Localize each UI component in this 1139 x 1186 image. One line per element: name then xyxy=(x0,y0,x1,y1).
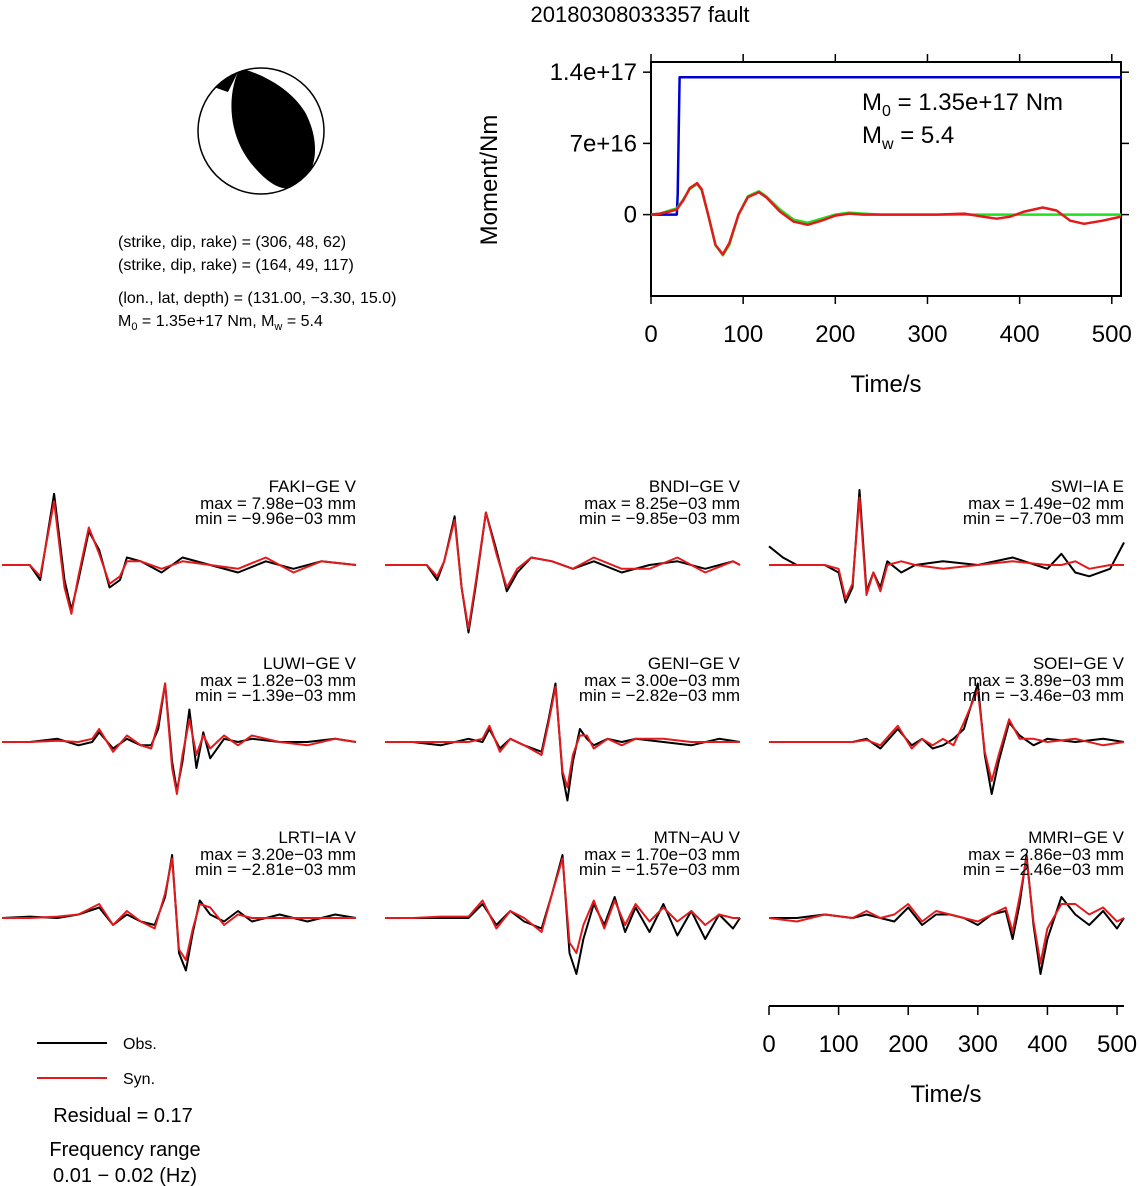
min-amplitude: min = −3.46e−03 mm xyxy=(963,686,1124,705)
synthetic-trace xyxy=(768,857,1125,965)
moment-function-chart: 0 7e+16 1.4e+17 0 100 200 300 400 500 Moment/Nm… xyxy=(476,54,1132,398)
frequency-range-value: 0.01 − 0.02 (Hz) xyxy=(53,1165,197,1186)
beachball xyxy=(197,67,325,195)
station-label: BNDI−GE V xyxy=(649,477,741,496)
moment-annotation-mw: Mw = 5.4 xyxy=(862,122,954,153)
moment-y-axis: 0 7e+16 1.4e+17 xyxy=(550,59,1129,229)
beachball-compressional-quadrant xyxy=(231,68,316,189)
waveform-x-tick-label: 200 xyxy=(888,1031,928,1058)
y-tick-label: 0 xyxy=(624,202,637,229)
max-amplitude: max = 1.49e−02 mm xyxy=(968,494,1124,513)
waveform-time-axis: Time/s 0 100 200 300 400 500 xyxy=(762,1005,1137,1108)
waveform-x-label: Time/s xyxy=(910,1081,981,1108)
min-amplitude: min = −1.57e−03 mm xyxy=(579,860,740,879)
focal-info: (strike, dip, rake) = (306, 48, 62) (str… xyxy=(118,234,396,333)
synthetic-trace xyxy=(2,857,356,961)
moment-plot-frame xyxy=(650,61,1122,297)
min-amplitude: min = −1.39e−03 mm xyxy=(195,686,356,705)
synthetic-trace xyxy=(385,685,740,789)
x-tick-label: 100 xyxy=(723,321,763,348)
moment-x-label: Time/s xyxy=(850,371,921,398)
plane-1-text: (strike, dip, rake) = (306, 48, 62) xyxy=(118,234,346,251)
min-amplitude: min = −9.96e−03 mm xyxy=(195,509,356,528)
max-amplitude: max = 3.20e−03 mm xyxy=(200,845,356,864)
moment-series-line-2 xyxy=(650,181,1122,256)
max-amplitude: max = 1.82e−03 mm xyxy=(200,671,356,690)
frequency-range-title: Frequency range xyxy=(49,1139,200,1161)
moment-annotation-m0: M0 = 1.35e+17 Nm xyxy=(862,89,1063,120)
max-amplitude: max = 1.70e−03 mm xyxy=(584,845,740,864)
synthetic-trace xyxy=(769,689,1125,782)
station-label: SOEI−GE V xyxy=(1033,654,1125,673)
figure-title: 20180308033357 fault xyxy=(531,2,750,27)
moment-text: M0 = 1.35e+17 Nm, Mw = 5.4 xyxy=(118,313,323,333)
y-tick-label: 1.4e+17 xyxy=(550,59,637,86)
observed-trace xyxy=(768,489,1125,604)
max-amplitude: max = 8.25e−03 mm xyxy=(584,494,740,513)
synthetic-trace xyxy=(385,511,741,630)
x-tick-label: 300 xyxy=(907,321,947,348)
waveform-x-tick-label: 0 xyxy=(762,1031,775,1058)
station-label: GENI−GE V xyxy=(648,654,741,673)
waveform-x-tick-label: 300 xyxy=(958,1031,998,1058)
station-label: LUWI−GE V xyxy=(263,654,357,673)
location-text: (lon., lat, depth) = (131.00, −3.30, 15.… xyxy=(118,290,396,307)
observed-trace xyxy=(1,854,357,972)
legend-syn-label: Syn. xyxy=(123,1071,155,1088)
station-label: MTN−AU V xyxy=(654,828,741,847)
waveform-x-tick-label: 400 xyxy=(1027,1031,1067,1058)
min-amplitude: min = −9.85e−03 mm xyxy=(579,509,740,528)
plane-2-text: (strike, dip, rake) = (164, 49, 117) xyxy=(118,257,354,274)
waveform-x-tick-label: 500 xyxy=(1097,1031,1137,1058)
residual-text: Residual = 0.17 xyxy=(53,1105,193,1127)
synthetic-trace xyxy=(2,682,357,795)
min-amplitude: min = −2.46e−03 mm xyxy=(963,860,1124,879)
synthetic-trace xyxy=(2,500,357,615)
legend-obs-label: Obs. xyxy=(123,1036,157,1053)
moment-x-axis: 0 100 200 300 400 500 xyxy=(644,54,1132,348)
x-tick-label: 0 xyxy=(644,321,657,348)
synthetic-trace xyxy=(385,857,740,954)
moment-series-line-1 xyxy=(650,182,1121,257)
max-amplitude: max = 3.00e−03 mm xyxy=(584,671,740,690)
min-amplitude: min = −2.81e−03 mm xyxy=(195,860,356,879)
station-label: SWI−IA E xyxy=(1051,477,1124,496)
min-amplitude: min = −7.70e−03 mm xyxy=(963,509,1124,528)
station-label: MMRI−GE V xyxy=(1028,828,1125,847)
legend: Obs. Syn. Residual = 0.17 Frequency rang… xyxy=(37,1036,201,1186)
x-tick-label: 500 xyxy=(1092,321,1132,348)
max-amplitude: max = 7.98e−03 mm xyxy=(200,494,356,513)
synthetic-trace xyxy=(769,496,1124,600)
moment-series xyxy=(650,76,1122,257)
station-label: FAKI−GE V xyxy=(269,477,357,496)
beachball-outline xyxy=(197,67,325,195)
x-tick-label: 200 xyxy=(815,321,855,348)
max-amplitude: max = 3.89e−03 mm xyxy=(968,671,1124,690)
moment-y-label: Moment/Nm xyxy=(476,115,503,246)
max-amplitude: max = 2.86e−03 mm xyxy=(968,845,1124,864)
x-tick-label: 400 xyxy=(1000,321,1040,348)
y-tick-label: 7e+16 xyxy=(570,130,637,157)
moment-series-line-0 xyxy=(651,76,1121,216)
waveform-x-tick-label: 100 xyxy=(819,1031,859,1058)
min-amplitude: min = −2.82e−03 mm xyxy=(579,686,740,705)
station-label: LRTI−IA V xyxy=(278,828,356,847)
